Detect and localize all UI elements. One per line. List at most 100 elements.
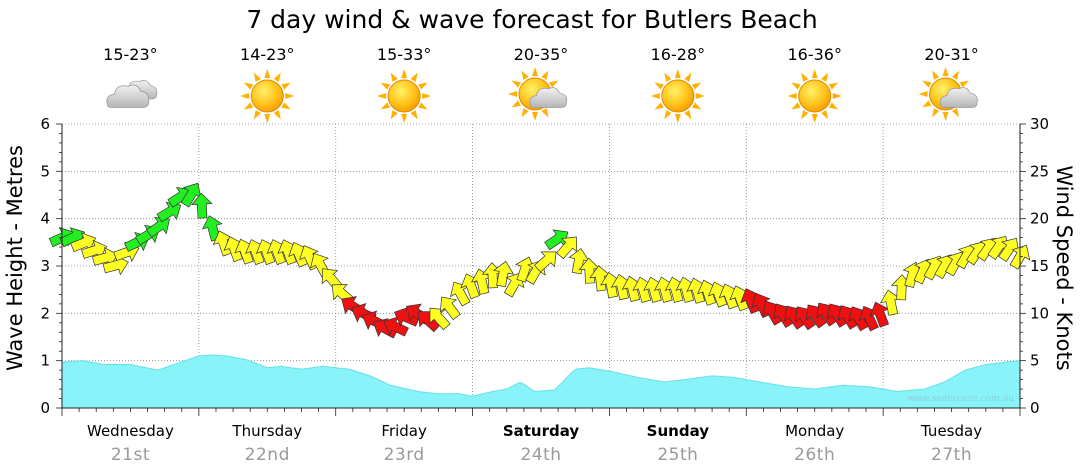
sun-ray: [390, 72, 398, 82]
sun-ray: [422, 93, 432, 99]
sun-disc: [250, 79, 284, 113]
sun-ray: [959, 80, 969, 88]
sun-ray: [253, 110, 261, 120]
sun-ray: [811, 114, 818, 123]
day-name-label: Saturday: [503, 422, 580, 440]
left-tick-label: 1: [40, 352, 50, 370]
sun-ray: [654, 102, 664, 110]
wind-arrow: [146, 216, 170, 238]
left-tick-label: 6: [40, 115, 50, 133]
sun-ray: [811, 69, 818, 78]
day-date-label: 26th: [794, 445, 835, 465]
sun-ray: [541, 70, 549, 80]
sun-ray: [674, 114, 681, 123]
sun-ray: [410, 110, 418, 120]
sun-ray: [511, 80, 521, 88]
day-date-label: 24th: [520, 445, 561, 465]
wind-arrow: [718, 283, 739, 310]
day-date-label: 21st: [111, 445, 150, 465]
sun-ray: [654, 82, 664, 90]
right-tick-label: 10: [1030, 304, 1049, 322]
temperature-label: 16-28°: [651, 45, 706, 64]
sun-ray: [821, 72, 829, 82]
sun-ray: [801, 110, 809, 120]
sun-ray: [684, 110, 692, 120]
sun-ray: [951, 70, 960, 80]
sun-ray: [942, 112, 949, 121]
sun-ray: [377, 93, 387, 99]
wind-arrow: [879, 289, 902, 316]
sun-icon: [787, 69, 842, 123]
wind-arrow: [70, 232, 97, 253]
wind-arrow: [794, 306, 816, 331]
sun-cloud-icon: [918, 67, 978, 121]
left-tick-label: 5: [40, 162, 50, 180]
sun-ray: [281, 82, 291, 90]
wind-arrow: [686, 277, 708, 304]
sun-ray: [281, 102, 291, 110]
left-tick-label: 3: [40, 257, 50, 275]
sun-ray: [664, 72, 672, 82]
wind-arrow: [429, 307, 451, 331]
sun-ray: [932, 108, 940, 118]
sun-ray: [664, 110, 672, 120]
sun-ray: [418, 82, 428, 90]
chart-title: 7 day wind & wave forecast for Butlers B…: [246, 5, 817, 34]
sun-ray: [264, 69, 271, 78]
temperature-label: 15-23°: [103, 45, 158, 64]
sun-ray: [285, 93, 295, 99]
sun-ray: [932, 70, 940, 80]
cloud-shape: [529, 87, 568, 108]
sun-ray: [791, 102, 801, 110]
sun-ray: [791, 82, 801, 90]
cloud-icon: [106, 80, 158, 108]
wind-arrow: [156, 201, 182, 223]
temperature-labels: 15-23° 14-23° 15-33° 20-35° 16-28° 16-36° 20-3…: [103, 45, 979, 64]
sun-ray: [942, 67, 949, 76]
temperature-label: 14-23°: [240, 45, 295, 64]
right-tick-label: 20: [1030, 210, 1049, 228]
sun-ray: [541, 108, 549, 118]
sun-disc: [798, 79, 832, 113]
left-tick-label: 2: [40, 304, 50, 322]
day-labels: Wednesday 21st Thursday 22nd Friday 23rd Satur…: [87, 422, 982, 465]
sun-ray: [787, 93, 797, 99]
temperature-label: 15-33°: [377, 45, 432, 64]
left-tick-label: 0: [40, 399, 50, 417]
sun-ray: [401, 69, 408, 78]
temperature-label: 20-35°: [514, 45, 569, 64]
sun-icon: [650, 69, 705, 123]
sun-ray: [695, 93, 705, 99]
sun-ray: [273, 72, 281, 82]
sun-ray: [380, 82, 391, 90]
right-axis-label: Wind Speed - Knots: [1052, 165, 1076, 370]
temperature-label: 20-31°: [924, 45, 979, 64]
wind-arrow: [277, 239, 298, 266]
sun-ray: [821, 110, 829, 120]
cloud-body: [529, 87, 568, 108]
sun-ray: [521, 70, 529, 80]
sun-ray: [253, 72, 261, 82]
sun-ray: [390, 110, 398, 120]
cloud-body: [106, 84, 150, 108]
sun-ray: [273, 110, 281, 120]
sun-ray: [674, 69, 681, 78]
sun-ray: [684, 72, 692, 82]
day-name-label: Tuesday: [920, 422, 982, 440]
sun-ray: [918, 91, 928, 97]
weather-icons: [106, 67, 978, 123]
wind-arrow: [578, 257, 601, 284]
sun-ray: [832, 93, 842, 99]
sun-ray: [801, 72, 809, 82]
sun-ray: [549, 80, 559, 88]
sun-disc: [387, 79, 421, 113]
sun-ray: [410, 72, 418, 82]
day-date-label: 27th: [931, 445, 972, 465]
day-name-label: Monday: [785, 422, 844, 440]
wind-arrow: [610, 273, 632, 301]
day-name-label: Sunday: [647, 422, 710, 440]
wind-arrow: [450, 281, 471, 307]
wind-arrow: [383, 316, 409, 337]
wind-arrow: [180, 182, 202, 208]
